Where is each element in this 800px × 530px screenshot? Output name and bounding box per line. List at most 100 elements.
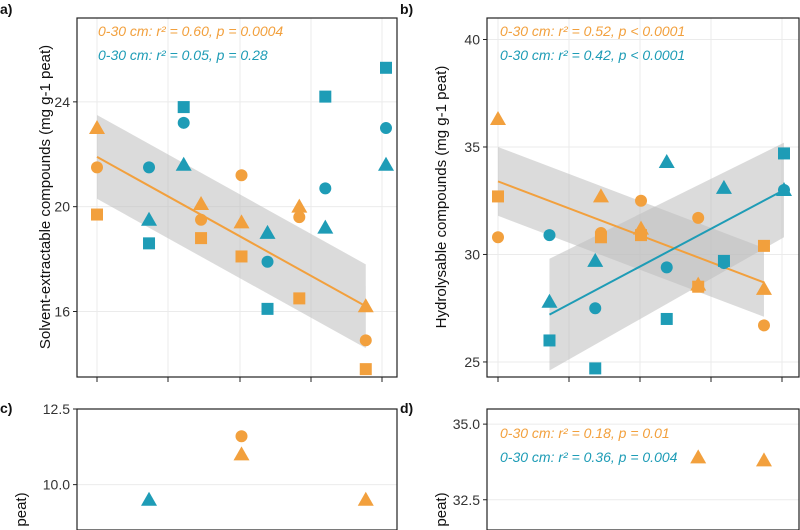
panel-label: a): [0, 1, 12, 17]
data-point-circle: [692, 211, 705, 224]
data-point-triangle: [357, 491, 374, 506]
data-point-triangle: [541, 293, 558, 308]
data-point-triangle: [776, 181, 792, 196]
plot-area: [77, 409, 397, 530]
data-point-circle: [91, 161, 103, 174]
data-point-triangle: [490, 111, 506, 126]
y-tick-label: 35: [464, 139, 480, 155]
data-point-circle: [293, 211, 306, 224]
data-point-triangle: [233, 214, 250, 229]
plot-frame: [76, 408, 398, 530]
y-axis-label: peat): [13, 492, 30, 526]
data-point-triangle: [141, 211, 158, 226]
data-point-triangle: [259, 224, 276, 239]
data-point-triangle: [690, 449, 707, 464]
data-point-square: [359, 363, 372, 376]
data-point-circle: [195, 213, 208, 226]
stat-annotation: 0-30 cm: r² = 0.05, p = 0.28: [98, 47, 268, 63]
data-point-triangle: [755, 452, 772, 467]
y-axis-label: peat): [433, 492, 450, 526]
data-point-square: [177, 101, 190, 114]
data-point-triangle: [357, 298, 374, 313]
plot-area: [487, 409, 799, 530]
regression-line: [549, 189, 785, 316]
y-tick-label: 16: [54, 303, 70, 319]
data-point-circle: [717, 257, 730, 270]
data-point-triangle: [291, 198, 308, 213]
data-point-square: [235, 250, 248, 263]
y-tick-label: 24: [54, 94, 70, 110]
y-tick-label: 25: [464, 354, 480, 370]
panel-label: c): [0, 400, 12, 416]
y-tick-label: 30: [464, 246, 480, 262]
data-point-square: [380, 61, 392, 74]
data-point-triangle: [89, 120, 105, 135]
data-point-square: [293, 292, 306, 305]
data-point-triangle: [592, 188, 609, 203]
data-point-square: [143, 237, 156, 250]
data-point-circle: [380, 122, 392, 135]
data-point-triangle: [658, 154, 675, 169]
data-point-triangle: [175, 156, 192, 171]
data-point-circle: [635, 194, 647, 207]
y-tick-label: 10.0: [43, 477, 70, 493]
data-point-circle: [660, 261, 673, 274]
y-tick-label: 40: [464, 31, 480, 47]
data-point-triangle: [378, 156, 394, 171]
chart-panel-2: 25 30 35 40 b) Hydrolysable compounds (mg g-1…: [400, 1, 800, 382]
data-point-triangle: [193, 196, 210, 211]
data-point-square: [195, 232, 208, 245]
data-point-triangle: [755, 280, 772, 295]
plot-frame: [486, 17, 800, 378]
chart-panel-1: 16 20 24 a) Solvent-extractable compounds (m…: [0, 1, 398, 382]
data-point-circle: [235, 430, 248, 443]
stat-annotation: 0-30 cm: r² = 0.52, p < 0.0001: [500, 23, 685, 39]
data-point-square: [543, 334, 556, 347]
stat-annotation: 0-30 cm: r² = 0.60, p = 0.0004: [98, 23, 283, 39]
data-point-triangle: [587, 252, 604, 267]
data-point-triangle: [141, 491, 158, 506]
data-point-square: [91, 208, 103, 221]
data-point-triangle: [715, 179, 732, 194]
data-point-circle: [589, 302, 602, 315]
data-point-square: [319, 90, 332, 103]
y-tick-label: 12.5: [43, 401, 70, 417]
data-point-square: [660, 312, 673, 325]
data-point-square: [492, 190, 504, 203]
y-tick-label: 20: [54, 199, 70, 215]
y-axis-label: Solvent-extractable compounds (mg g-1 pe…: [37, 45, 54, 349]
stat-annotation: 0-30 cm: r² = 0.36, p = 0.004: [500, 449, 678, 465]
data-point-square: [778, 147, 790, 160]
stat-annotation: 0-30 cm: r² = 0.42, p < 0.0001: [500, 47, 685, 63]
data-point-triangle: [317, 219, 334, 234]
stat-annotation: 0-30 cm: r² = 0.18, p = 0.01: [500, 425, 670, 441]
data-point-circle: [359, 334, 372, 347]
data-point-square: [589, 362, 602, 375]
y-tick-label: 32.5: [453, 492, 480, 508]
data-point-circle: [261, 255, 274, 268]
data-point-square: [594, 231, 607, 244]
data-point-square: [261, 302, 274, 315]
confidence-band: [549, 142, 784, 371]
data-point-circle: [543, 229, 556, 242]
data-point-square: [635, 229, 647, 242]
panel-label: b): [400, 1, 413, 17]
data-point-circle: [492, 231, 504, 244]
plot-frame: [486, 408, 800, 530]
data-point-circle: [757, 319, 770, 332]
data-point-square: [757, 239, 770, 252]
plot-frame: [76, 17, 398, 378]
chart-panel-4: 32.5 35.0 d) peat) 0-30 cm: r² = 0.18, p = 0…: [400, 400, 800, 530]
data-point-square: [692, 280, 705, 293]
data-point-circle: [235, 169, 248, 182]
chart-panel-3: 10.0 12.5 c) peat): [0, 400, 398, 530]
panel-label: d): [400, 400, 413, 416]
regression-line: [96, 156, 367, 308]
data-point-triangle: [233, 446, 250, 461]
data-point-circle: [177, 116, 190, 129]
data-point-circle: [319, 182, 332, 195]
data-point-circle: [143, 161, 156, 174]
y-tick-label: 35.0: [453, 416, 480, 432]
y-axis-label: Hydrolysable compounds (mg g-1 peat): [433, 66, 450, 329]
